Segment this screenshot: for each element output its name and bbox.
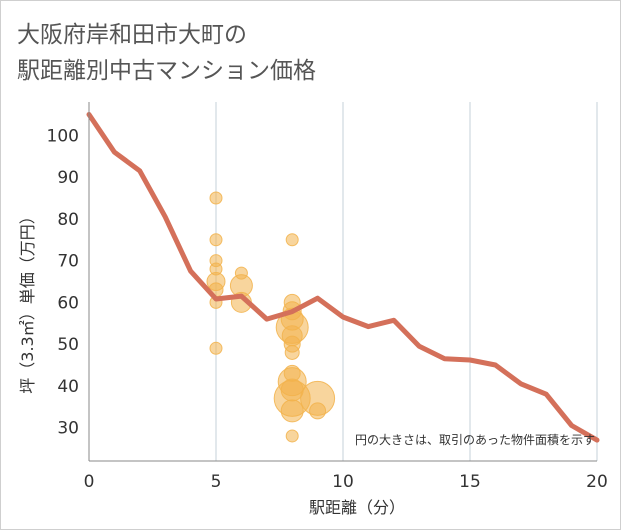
bubble-point [284, 344, 300, 360]
x-tick-label: 15 [459, 472, 481, 492]
axes: 0 5 10 15 20 30 40 50 60 70 80 90 100 [47, 102, 608, 492]
bubble-point [309, 402, 327, 420]
y-tick-label: 100 [47, 126, 79, 146]
y-tick-label: 60 [57, 293, 79, 313]
chart-title-line-2: 駅距離別中古マンション価格 [17, 58, 316, 84]
x-tick-label: 5 [211, 472, 222, 492]
bubble-point [209, 233, 223, 247]
bubble-point [209, 341, 223, 355]
y-tick-label: 70 [57, 252, 79, 272]
price-trend-line [86, 112, 600, 443]
chart-title-line-1: 大阪府岸和田市大町の [17, 22, 247, 48]
bubble-series [206, 191, 336, 443]
bubble-point [280, 399, 304, 423]
bubble-point [285, 233, 299, 247]
trend-line-path [86, 112, 600, 443]
y-tick-label: 50 [57, 335, 79, 355]
y-tick-label: 40 [57, 377, 79, 397]
bubble-size-note: 円の大きさは、取引のあった物件面積を示す [355, 432, 595, 447]
x-tick-label: 0 [84, 472, 95, 492]
x-tick-label: 10 [332, 472, 354, 492]
x-tick-label: 20 [586, 472, 608, 492]
y-tick-label: 90 [57, 168, 79, 188]
x-axis-label: 駅距離（分） [309, 498, 405, 517]
bubble-point [285, 429, 299, 443]
y-axis-label: 坪（3.3㎡）単価（万円） [18, 208, 37, 393]
y-tick-label: 80 [57, 210, 79, 230]
y-tick-label: 30 [57, 419, 79, 439]
bubble-point [209, 191, 223, 205]
grid-lines [215, 102, 598, 461]
